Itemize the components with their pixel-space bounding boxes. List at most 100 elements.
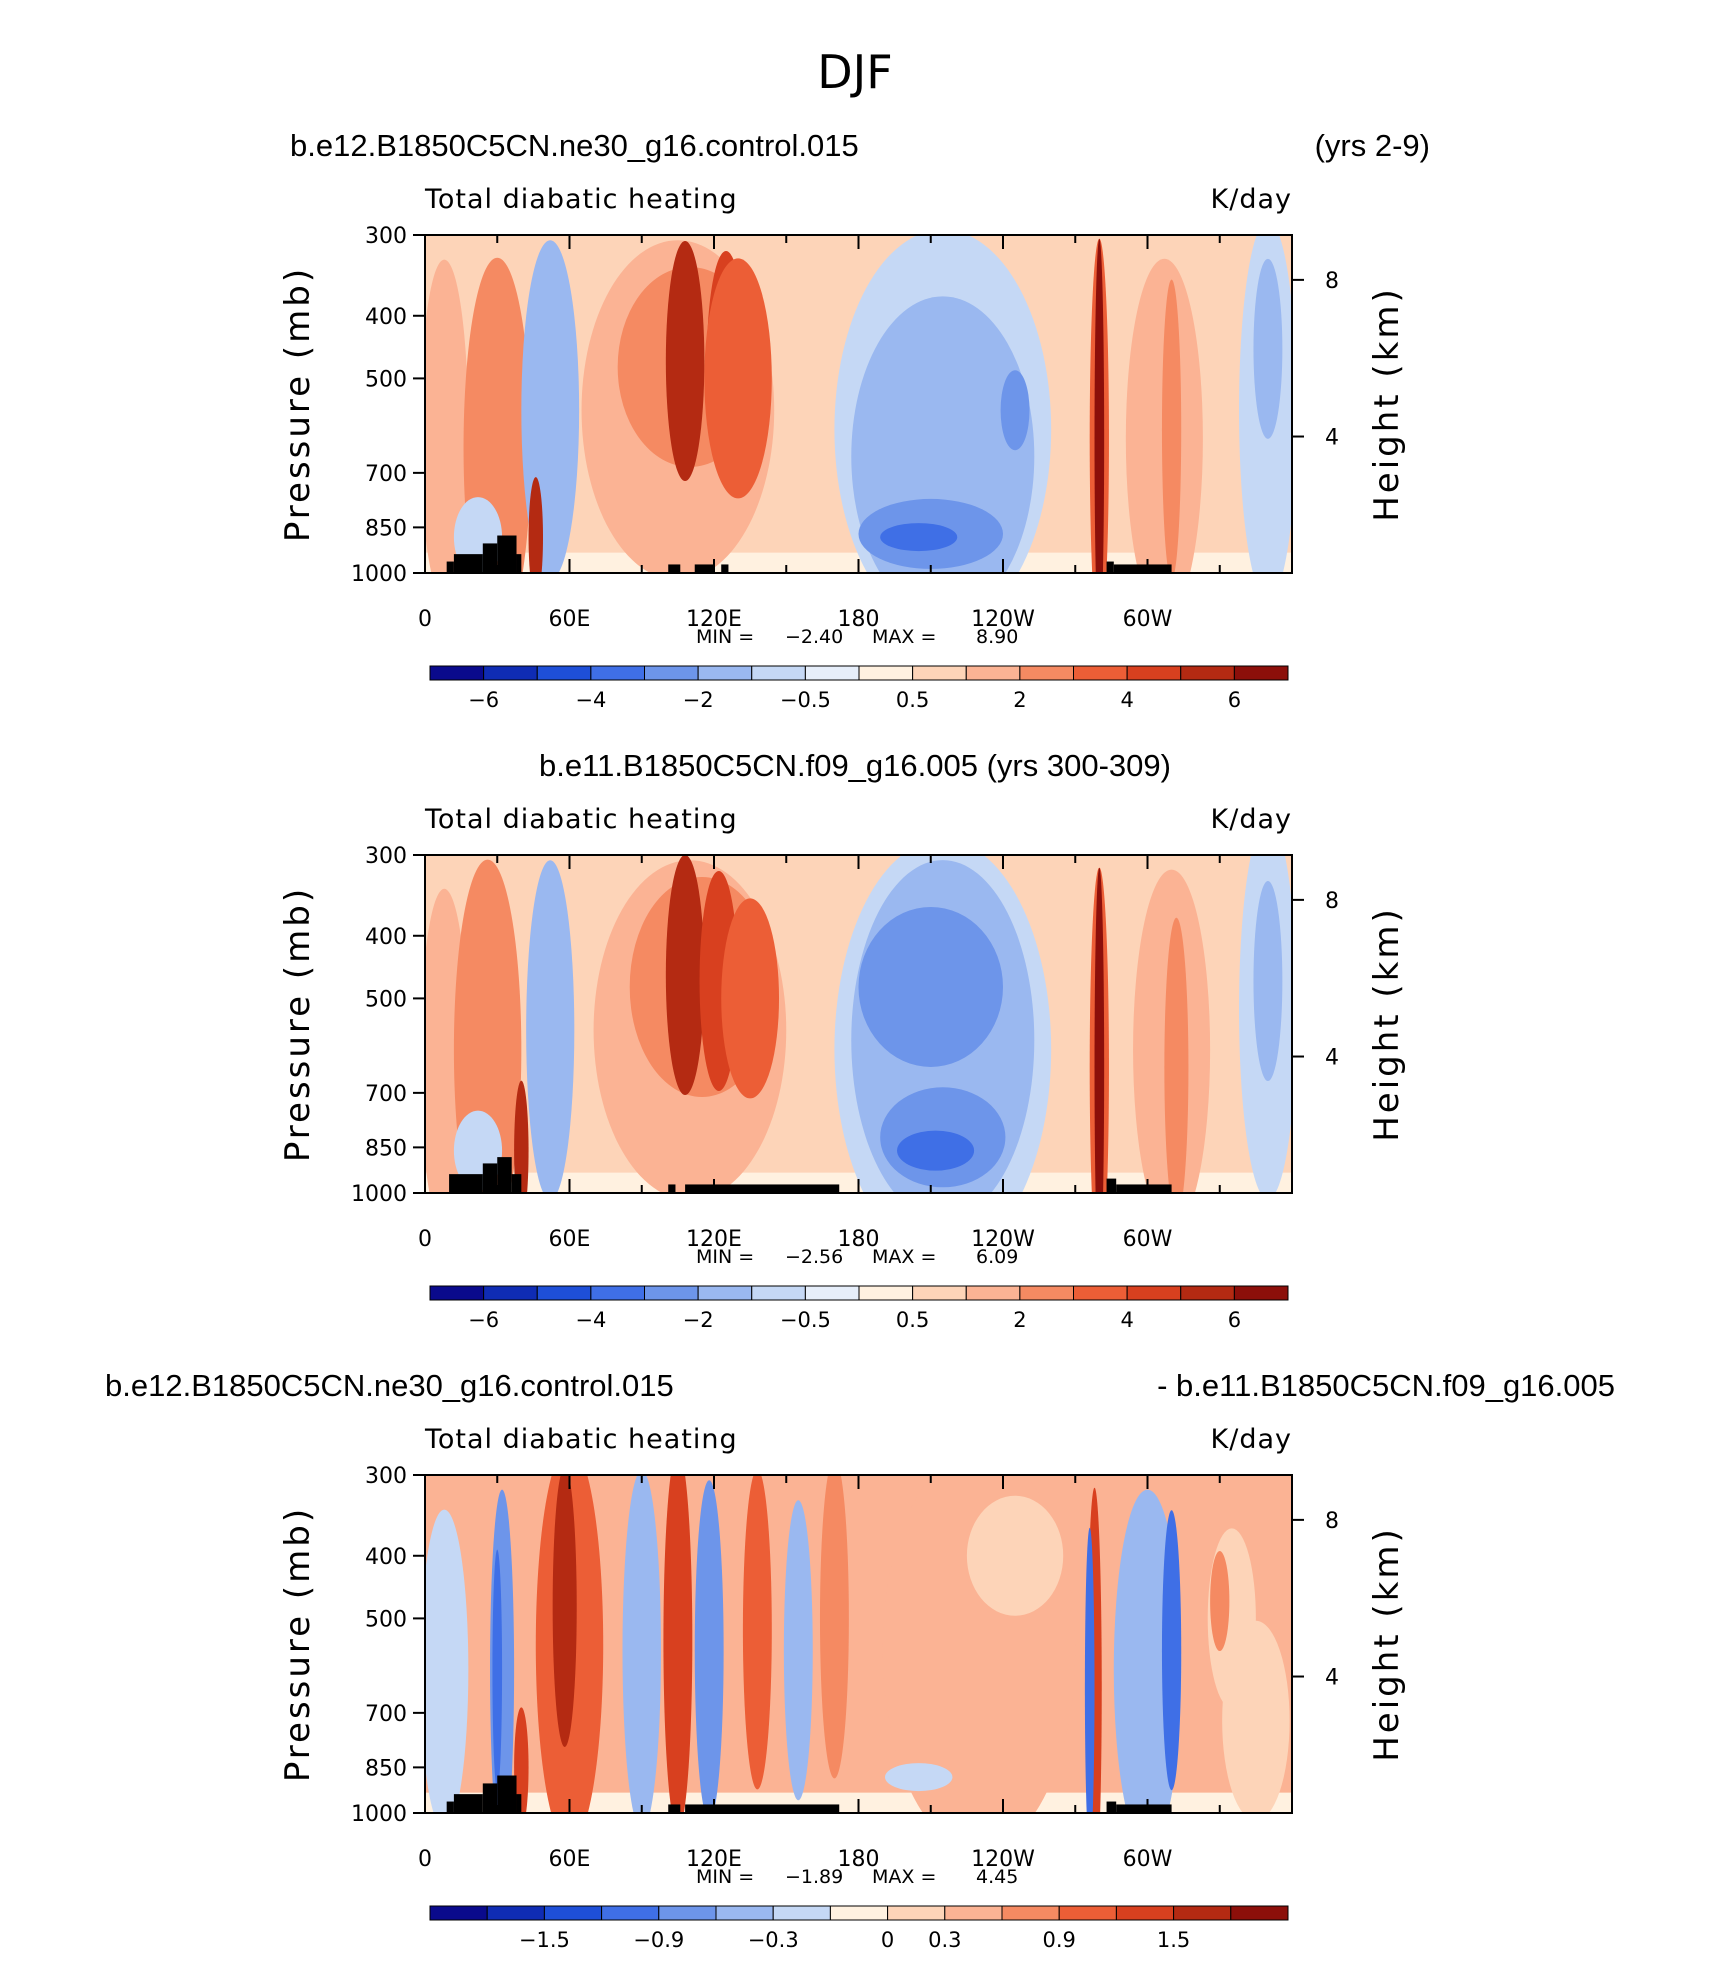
panel-1-x-tick-label: 120E [686,607,742,632]
panel-3-colorbar: −1.5 −0.9 −0.3 0 0.3 0.9 1.5 [429,1905,1289,1952]
panel-2-x-tick-label: 0 [418,1227,432,1252]
panel-1-colorbar-swatch [644,665,699,681]
panel-2-colorbar-swatch [483,1285,538,1301]
panel-2-colorbar-swatch [965,1285,1021,1301]
panel-2-contour-region [897,1130,975,1171]
panel-2-colorbar-label: −6 [468,1308,499,1332]
panel-2-units: K/day [1211,804,1292,835]
panel-2-contour-region [858,906,1003,1067]
panel-3-x-tick-label: 180 [838,1847,880,1872]
panel-3-variable-title: Total diabatic heating [424,1424,738,1455]
panel-1-y-tick-label: 300 [365,224,407,249]
panel-1-x-tick-label: 60W [1123,607,1173,632]
panel-1-contour-region [528,477,544,573]
panel-3-colorbar-swatch [887,1905,946,1921]
panel-3-max-value: 4.45 [976,1866,1018,1888]
panel-1-colorbar-swatch [483,665,538,681]
panel-3-y2-tick-label: 4 [1325,1666,1339,1691]
panel-1-colorbar-swatch [1073,665,1128,681]
panel-3-colorbar-swatch [429,1905,488,1921]
panel-3-colorbar-swatch [601,1905,660,1921]
panel-2-y-tick-label: 850 [365,1136,407,1161]
panel-2-topography [497,1157,512,1193]
panel-1-min-value: −2.40 [785,626,843,648]
figure-title: DJF [817,45,892,99]
panel-2-topography [668,1184,676,1193]
panel-2-colorbar-label: −4 [575,1308,606,1332]
panel-1-y-tick-label: 700 [365,462,407,487]
panel-1-topography [721,564,729,573]
panel-2-colorbar-label: −2 [683,1308,714,1332]
panel-1-colorbar-label: 6 [1228,688,1241,712]
panel-1-run-title: b.e12.B1850C5CN.ne30_g16.control.015 [290,128,859,163]
panel-1-y-tick-label: 500 [365,367,407,392]
panel-3-contour-region [514,1707,529,1813]
panel-2-colorbar-swatch [1233,1285,1289,1301]
panel-1-colorbar-swatch [1233,665,1289,681]
panel-2-y-tick-label: 300 [365,844,407,869]
panel-1-colorbar-swatch [912,665,967,681]
panel-2-colorbar-swatch [644,1285,699,1301]
panel-3-run-title-right: - b.e11.B1850C5CN.f09_g16.005 [1157,1368,1615,1403]
panel-1-colorbar-label: −0.5 [780,688,831,712]
panel-1-y-tick-label: 850 [365,516,407,541]
panel-1-colorbar: −6 −4 −2 −0.5 0.5 2 4 6 [429,665,1289,712]
panel-2-topography [685,1184,840,1193]
panel-3-contour-region [783,1500,813,1801]
panel-3-colorbar-swatch [1230,1905,1289,1921]
panel-1-heatmap [425,235,1292,573]
panel-3-colorbar-swatch [944,1905,1003,1921]
panel-3-y2-axis-title: Height (km) [1367,1526,1407,1762]
panel-1-colorbar-label: −2 [683,688,714,712]
panel-3-topography [446,1801,454,1813]
panel-1-colorbar-swatch [965,665,1021,681]
panel-3-min-value: −1.89 [785,1866,843,1888]
panel-3-colorbar-swatch [486,1905,545,1921]
panel-1-colorbar-label: 2 [1013,688,1026,712]
panel-3-y-tick-label: 400 [365,1545,407,1570]
panel-3-colorbar-swatch [1173,1905,1232,1921]
panel-1-y-axis-title: Pressure (mb) [278,266,318,542]
panel-1-colorbar-swatch [1126,665,1182,681]
panel-2-colorbar-swatch [697,1285,753,1301]
panel-3-colorbar-label: 0 [881,1928,894,1952]
panel-2-colorbar-swatch [1126,1285,1182,1301]
panel-1: b.e12.B1850C5CN.ne30_g16.control.015 (yr… [278,128,1430,712]
panel-1-topography [694,564,714,573]
panel-2-y-tick-label: 700 [365,1082,407,1107]
panel-2-run-title: b.e11.B1850C5CN.f09_g16.005 (yrs 300-309… [539,748,1171,783]
panel-3-min-label: MIN = [696,1866,754,1888]
panel-1-contour-region [1094,238,1105,573]
panel-3-x-tick-label: 120W [971,1847,1035,1872]
panel-1-y2-axis-title: Height (km) [1367,286,1407,522]
panel-2-x-tick-label: 60E [549,1227,591,1252]
panel-3-colorbar-swatch [543,1905,603,1921]
panel-3-topography [685,1804,840,1813]
panel-2-y-tick-label: 1000 [351,1182,407,1207]
panel-3-heatmap [425,1475,1292,1813]
panel-2-y2-tick-label: 4 [1325,1046,1339,1071]
panel-3-topography [453,1794,483,1813]
panel-2-colorbar-swatch [536,1285,592,1301]
panel-2-topography [1106,1178,1117,1193]
panel-1-x-tick-label: 60E [549,607,591,632]
panel-3-run-title-left: b.e12.B1850C5CN.ne30_g16.control.015 [105,1368,674,1403]
panel-1-colorbar-swatch [858,665,914,681]
panel-2-topography [482,1163,498,1193]
panel-3-contour-region [1222,1620,1290,1813]
panel-3-topography [482,1783,498,1813]
panel-1-topography [668,564,681,573]
panel-1-topography [497,535,517,573]
panel-3-topography [516,1794,522,1813]
panel-1-max-label: MAX = [872,626,936,648]
panel-2-colorbar-swatch [804,1285,860,1301]
panel-2-contour-region [1164,917,1189,1193]
panel-1-max-value: 8.90 [976,626,1018,648]
panel-1-contour-region [704,258,772,499]
panel-2-colorbar-label: 4 [1120,1308,1133,1332]
panel-2-x-tick-label: 180 [838,1227,880,1252]
panel-2-colorbar: −6 −4 −2 −0.5 0.5 2 4 6 [429,1285,1289,1332]
panel-2-contour-region [453,859,522,1193]
panel-2-colorbar-label: 2 [1013,1308,1026,1332]
panel-3-y2-tick-label: 8 [1325,1509,1339,1534]
